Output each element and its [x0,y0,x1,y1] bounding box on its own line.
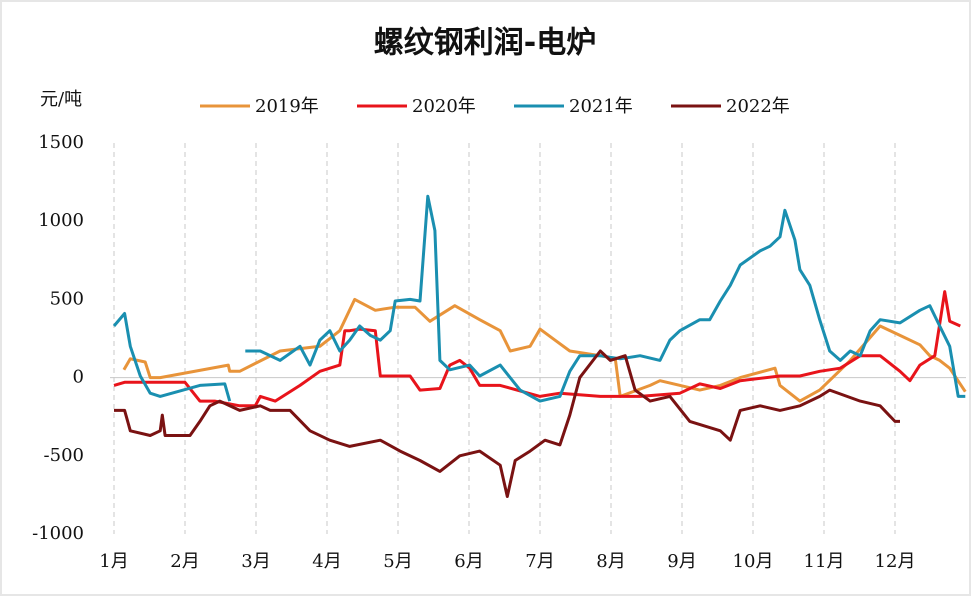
y-tick-label: 0 [73,367,84,388]
y-tick-label: 1500 [38,132,84,153]
x-tick-label: 7月 [525,551,554,572]
series-line [114,349,900,498]
x-tick-label: 11月 [804,551,845,572]
legend-label: 2022年 [726,96,790,117]
y-tick-label: 500 [50,288,84,309]
x-tick-label: 5月 [383,551,412,572]
x-tick-label: 9月 [667,551,696,572]
legend-label: 2019年 [255,96,319,117]
y-axis-label: 元/吨 [40,89,82,110]
x-tick-label: 10月 [733,551,774,572]
y-tick-label: -500 [44,445,84,466]
y-tick-label: -1000 [32,523,84,544]
x-tick-label: 12月 [875,551,916,572]
chart-title: 螺纹钢利润-电炉 [374,26,596,61]
series-line [112,194,966,403]
x-tick-label: 1月 [99,551,128,572]
legend-label: 2021年 [569,96,633,117]
series-line [113,290,961,408]
x-tick-label: 4月 [312,551,341,572]
x-tick-label: 2月 [170,551,199,572]
x-tick-label: 3月 [241,551,270,572]
legend-label: 2020年 [412,96,476,117]
y-tick-label: 1000 [38,210,84,231]
x-tick-label: 8月 [596,551,625,572]
x-tick-label: 6月 [454,551,483,572]
